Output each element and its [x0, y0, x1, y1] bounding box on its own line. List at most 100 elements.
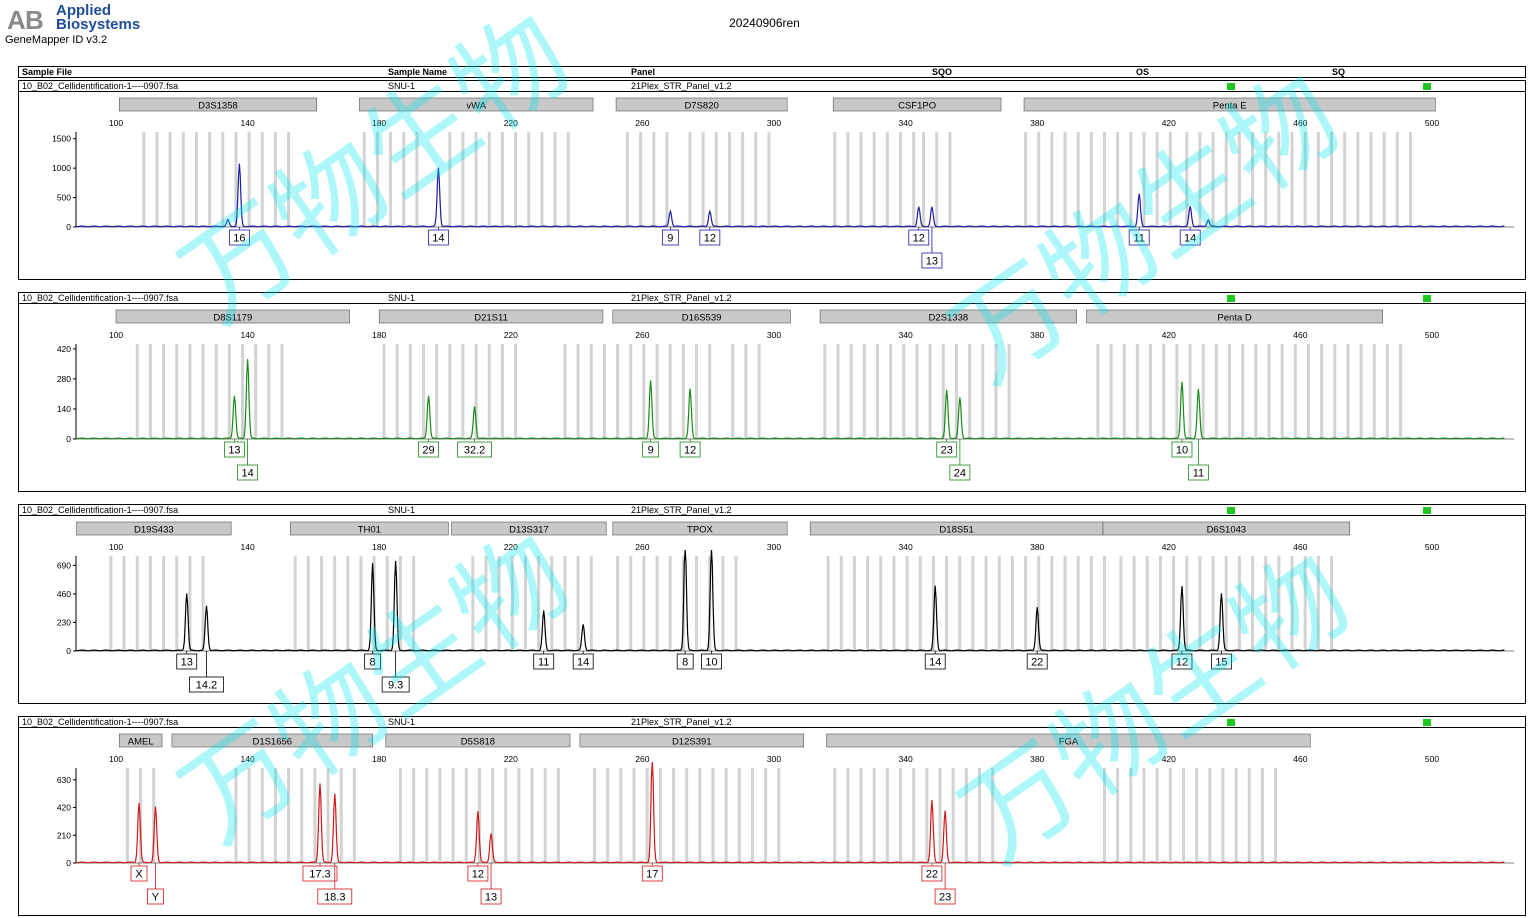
allele-call-box	[642, 441, 660, 458]
marker-name: TPOX	[687, 525, 714, 536]
x-tick-label: 420	[1162, 542, 1176, 552]
allele-bin	[1382, 132, 1386, 227]
marker-bar: Penta E	[1023, 97, 1436, 112]
marker-bar-rect	[378, 309, 604, 324]
sqo-status-indicator	[1227, 507, 1235, 514]
allele-bin	[616, 344, 620, 439]
allele-call: 10	[701, 651, 722, 670]
allele-call: 16	[228, 227, 250, 246]
allele-bin	[1142, 132, 1146, 227]
allele-bin	[1155, 768, 1159, 863]
allele-bin	[362, 132, 366, 227]
allele-bin	[1316, 556, 1320, 651]
allele-bin	[1168, 768, 1172, 863]
x-tick-label: 300	[767, 330, 781, 340]
allele-bin	[504, 768, 508, 863]
marker-bar: D13S317	[451, 521, 607, 536]
allele-call-box	[924, 653, 946, 670]
allele-bin	[201, 344, 205, 439]
allele-bin	[1050, 556, 1054, 651]
allele-bin	[902, 344, 906, 439]
allele-bin	[208, 132, 212, 227]
allele-bin	[625, 132, 629, 227]
allele-bin	[168, 132, 172, 227]
marker-bar-rect	[118, 97, 317, 112]
x-tick-label: 220	[504, 118, 518, 128]
allele-call: 24	[949, 439, 971, 481]
allele-bin	[1185, 132, 1189, 227]
allele-bin	[273, 132, 277, 227]
allele-call: 17.3	[302, 863, 338, 882]
allele-bin	[1251, 132, 1255, 227]
allele-call: 14	[572, 651, 594, 670]
allele-call-box	[228, 229, 250, 246]
svg-text:A: A	[7, 6, 26, 32]
allele-bin	[408, 344, 412, 439]
allele-call-label: 18.3	[324, 892, 345, 904]
allele-bin	[241, 344, 245, 439]
allele-bin	[971, 556, 975, 651]
x-tick-label: 380	[1030, 118, 1044, 128]
marker-name: D7S820	[684, 101, 718, 112]
allele-bin	[885, 132, 889, 227]
allele-bin	[148, 556, 152, 651]
allele-call-label: 10	[705, 657, 717, 669]
allele-bin	[1116, 768, 1120, 863]
allele-bin	[1007, 344, 1011, 439]
marker-bar-rect	[290, 521, 449, 536]
x-tick-label: 140	[241, 330, 255, 340]
x-tick-label: 380	[1030, 542, 1044, 552]
allele-call: 9	[661, 227, 679, 246]
allele-bin	[593, 768, 597, 863]
allele-bin	[1264, 556, 1268, 651]
allele-bin	[1237, 132, 1241, 227]
trace-line	[76, 359, 1505, 440]
allele-bin	[958, 556, 962, 651]
allele-bin	[1198, 556, 1202, 651]
allele-bin	[188, 344, 192, 439]
allele-bin	[389, 132, 393, 227]
allele-call: 8	[364, 651, 382, 670]
marker-bar-rect	[612, 309, 791, 324]
marker-bar: D7S820	[615, 97, 788, 112]
allele-bin	[899, 768, 903, 863]
allele-bin	[1076, 132, 1080, 227]
allele-bin	[1277, 132, 1281, 227]
allele-bin	[162, 344, 166, 439]
col-panel: Panel	[631, 67, 656, 77]
allele-call: 14	[924, 651, 946, 670]
allele-call: 23	[936, 439, 958, 458]
allele-bin	[915, 344, 919, 439]
allele-bin	[1119, 556, 1123, 651]
allele-bin	[1224, 132, 1228, 227]
allele-bin	[750, 768, 754, 863]
marker-name: D13S317	[509, 525, 549, 536]
allele-bin	[254, 344, 258, 439]
allele-bin	[1346, 344, 1350, 439]
allele-bin	[708, 344, 712, 439]
allele-bin	[826, 556, 830, 651]
allele-bin	[866, 556, 870, 651]
col-sample-file: Sample File	[22, 67, 73, 77]
allele-bin	[1010, 556, 1014, 651]
allele-call-box	[1211, 653, 1232, 670]
allele-call: 14	[428, 227, 449, 246]
allele-call-label: 10	[1176, 445, 1188, 457]
allele-bin	[540, 132, 544, 227]
allele-bin	[1333, 344, 1337, 439]
allele-bin	[912, 132, 916, 227]
marker-bar: D3S1358	[118, 97, 317, 112]
sq-status-indicator	[1423, 507, 1431, 514]
allele-call-label: Y	[152, 892, 160, 904]
marker-bar-rect	[1086, 309, 1383, 324]
allele-call-label: X	[135, 869, 143, 881]
allele-bin	[938, 768, 942, 863]
allele-bin	[247, 768, 251, 863]
marker-name: D8S1179	[213, 313, 252, 324]
allele-call: 11	[1188, 439, 1209, 481]
allele-bins	[142, 132, 1412, 227]
allele-bin	[991, 768, 995, 863]
electropherogram-panel	[18, 303, 1526, 492]
x-tick-label: 380	[1030, 754, 1044, 764]
allele-bin	[757, 344, 761, 439]
